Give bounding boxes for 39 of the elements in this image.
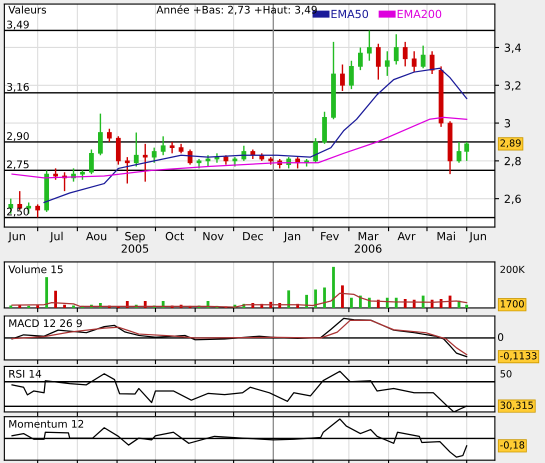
x-tick-label: Aou bbox=[86, 232, 106, 240]
x-tick-label: Sep 2005 bbox=[122, 232, 148, 253]
chart-title: Momentum 12 bbox=[9, 420, 84, 428]
x-tick-label: Avr bbox=[398, 232, 416, 240]
ref-line-label: 2,75 bbox=[7, 160, 29, 170]
y-tick-label: 2,6 bbox=[504, 194, 521, 204]
x-tick-label: Oct bbox=[166, 232, 184, 240]
text: -0,18 bbox=[500, 441, 524, 450]
x-tick-label: Jul bbox=[50, 232, 63, 242]
chart-title: RSI 14 bbox=[9, 370, 42, 378]
x-tick-label: Fev bbox=[321, 232, 339, 240]
x-tick-label: Jun bbox=[468, 232, 486, 242]
text: 2,89 bbox=[500, 139, 521, 148]
y-tick-label: 3,2 bbox=[504, 81, 520, 91]
chart-title: Volume 15 bbox=[8, 265, 63, 274]
legend-label: EMA200 bbox=[398, 10, 442, 18]
y-tick-label: 3 bbox=[504, 119, 510, 128]
ref-line-label: 3,16 bbox=[7, 82, 29, 92]
x-tick-label: Mai bbox=[438, 232, 455, 240]
ref-line-label: 3,49 bbox=[7, 20, 29, 30]
x-tick-label: Jan bbox=[283, 232, 300, 242]
x-tick-label: Jun bbox=[8, 232, 25, 242]
x-tick-label: Nov bbox=[203, 232, 224, 240]
text: 50 bbox=[500, 370, 512, 378]
ref-line-label: 2,90 bbox=[7, 132, 29, 142]
text: -0,1133 bbox=[500, 352, 537, 360]
text: 200K bbox=[500, 266, 525, 274]
x-tick-label: Mar 2006 bbox=[354, 232, 382, 253]
legend-label: EMA50 bbox=[332, 10, 368, 18]
text: 1700 bbox=[500, 300, 524, 308]
chart-subtitle: Année +Bas: 2,73 +Haut: 3,49 bbox=[156, 5, 317, 15]
ref-line-label: 2,50 bbox=[7, 208, 29, 217]
text: 30,315 bbox=[500, 402, 533, 410]
ref-line-label: 0 bbox=[498, 333, 504, 342]
chart-title: MACD 12 26 9 bbox=[9, 319, 82, 328]
y-tick-label: 2,8 bbox=[504, 156, 521, 166]
x-tick-label: Dec bbox=[243, 232, 263, 240]
chart-title: Valeurs bbox=[8, 6, 46, 14]
y-tick-label: 3,4 bbox=[504, 43, 521, 54]
